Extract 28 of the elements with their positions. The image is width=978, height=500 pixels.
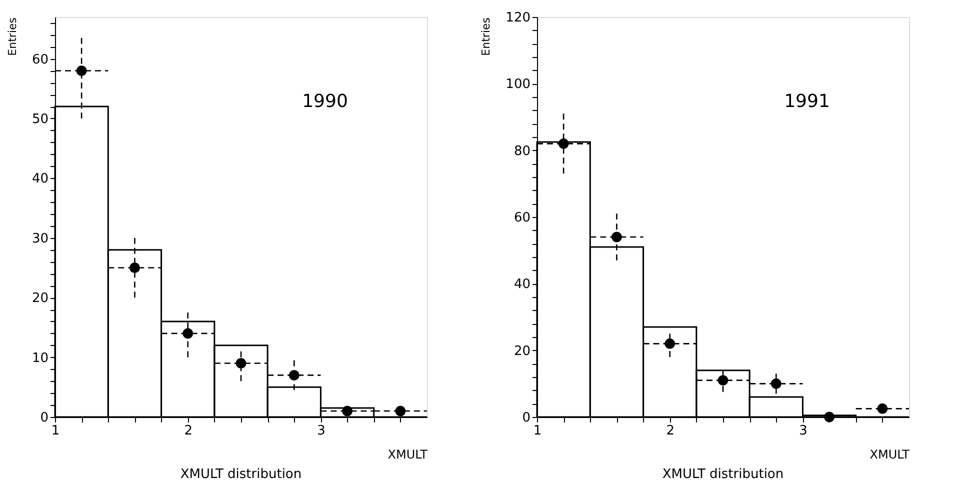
y-tick-label: 60: [514, 210, 530, 226]
x-tick-label: 1: [533, 424, 542, 438]
y-tick-label: 40: [32, 172, 48, 187]
x-axis-title: XMULT: [870, 448, 910, 462]
y-tick-label: 120: [506, 10, 530, 26]
y-tick-label: 30: [32, 231, 48, 246]
y-tick-label: 0: [40, 410, 48, 426]
text: XMULT distribution: [662, 467, 784, 482]
y-tick-label: 100: [506, 77, 530, 92]
y-tick-label: 40: [514, 277, 530, 292]
x-tick-label: 2: [184, 424, 192, 438]
y-axis-title: Entries: [6, 17, 19, 56]
x-tick-label: 1: [51, 424, 60, 438]
annotation: 1991: [784, 91, 830, 112]
annotation: 1990: [302, 91, 348, 112]
y-axis-title: Entries: [480, 17, 493, 56]
y-tick-label: 0: [522, 410, 530, 426]
text: XMULT distribution: [180, 467, 302, 482]
x-tick-label: 3: [317, 424, 326, 438]
y-tick-label: 20: [32, 291, 48, 306]
y-tick-label: 50: [32, 112, 48, 127]
x-tick-label: 2: [666, 424, 674, 438]
y-tick-label: 20: [514, 344, 530, 359]
y-tick-label: 80: [514, 144, 530, 159]
y-tick-label: 10: [32, 350, 48, 366]
y-tick-label: 60: [32, 52, 48, 68]
x-tick-label: 3: [799, 424, 808, 438]
x-axis-title: XMULT: [388, 448, 428, 462]
